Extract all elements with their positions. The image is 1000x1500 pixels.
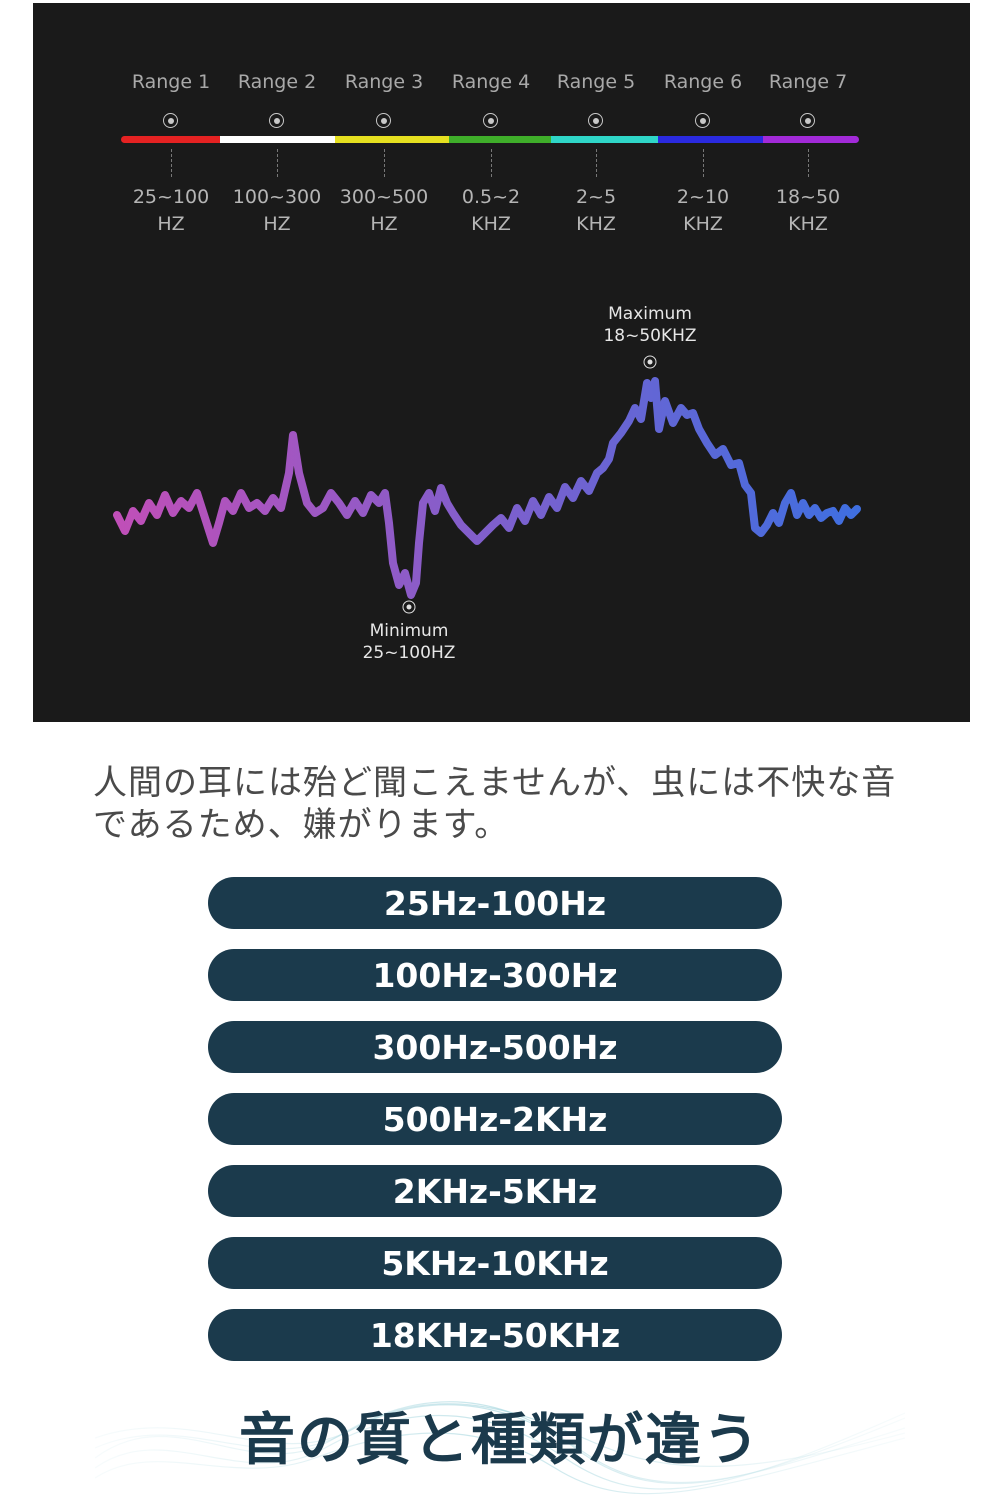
target-icon bbox=[376, 113, 391, 128]
footer-title: 音の質と種類が違う bbox=[239, 1408, 761, 1473]
range-label: Range 6 bbox=[663, 71, 743, 93]
spectrum-segment-2 bbox=[220, 136, 335, 143]
range-unit: HZ bbox=[370, 213, 398, 235]
frequency-panel: Range 1 25~100 HZ Range 2 100~300 HZ Range 3 30… bbox=[33, 3, 970, 722]
range-unit: KHZ bbox=[576, 213, 616, 235]
range-label: Range 1 bbox=[131, 71, 211, 93]
spectrum-segment-1 bbox=[121, 136, 220, 143]
maximum-value: 18~50KHZ bbox=[603, 326, 697, 346]
tick-line bbox=[277, 149, 278, 177]
range-column-1: Range 1 25~100 HZ bbox=[116, 3, 226, 243]
tick-line bbox=[596, 149, 597, 177]
range-column-6: Range 6 2~10 KHZ bbox=[648, 3, 758, 243]
frequency-wave bbox=[113, 377, 861, 599]
range-label: Range 3 bbox=[344, 71, 424, 93]
range-frequency: 100~300 bbox=[232, 186, 322, 208]
tick-line bbox=[808, 149, 809, 177]
target-icon bbox=[163, 113, 178, 128]
frequency-band-pill: 25Hz-100Hz bbox=[208, 877, 782, 929]
range-label: Range 2 bbox=[237, 71, 317, 93]
range-unit: HZ bbox=[263, 213, 291, 235]
wave-line bbox=[113, 377, 861, 599]
spectrum-segment-7 bbox=[763, 136, 859, 143]
range-unit: KHZ bbox=[788, 213, 828, 235]
range-column-4: Range 4 0.5~2 KHZ bbox=[436, 3, 546, 243]
range-unit: KHZ bbox=[683, 213, 723, 235]
range-column-7: Range 7 18~50 KHZ bbox=[753, 3, 863, 243]
range-column-5: Range 5 2~5 KHZ bbox=[541, 3, 651, 243]
target-icon bbox=[483, 113, 498, 128]
minimum-value: 25~100HZ bbox=[362, 643, 456, 663]
frequency-band-pill: 18KHz-50KHz bbox=[208, 1309, 782, 1361]
frequency-band-pill: 2KHz-5KHz bbox=[208, 1165, 782, 1217]
range-frequency: 2~5 bbox=[575, 186, 617, 208]
target-icon bbox=[588, 113, 603, 128]
range-label: Range 4 bbox=[451, 71, 531, 93]
tick-line bbox=[491, 149, 492, 177]
wave-decoration bbox=[95, 1401, 905, 1495]
tick-line bbox=[384, 149, 385, 177]
target-icon bbox=[695, 113, 710, 128]
range-frequency: 2~10 bbox=[676, 186, 730, 208]
spectrum-segment-4 bbox=[449, 136, 551, 143]
tick-line bbox=[703, 149, 704, 177]
description-text: 人間の耳には殆ど聞こえませんが、虫には不快な音であるため、嫌がります。 bbox=[93, 763, 897, 845]
range-frequency: 0.5~2 bbox=[461, 186, 521, 208]
maximum-target-icon bbox=[643, 355, 657, 369]
maximum-title: Maximum bbox=[608, 304, 692, 324]
range-frequency: 18~50 bbox=[775, 186, 841, 208]
range-frequency: 25~100 bbox=[132, 186, 210, 208]
spectrum-segment-5 bbox=[551, 136, 658, 143]
frequency-band-pill: 500Hz-2KHz bbox=[208, 1093, 782, 1145]
tick-line bbox=[171, 149, 172, 177]
frequency-band-pill: 5KHz-10KHz bbox=[208, 1237, 782, 1289]
target-icon bbox=[800, 113, 815, 128]
range-column-3: Range 3 300~500 HZ bbox=[329, 3, 439, 243]
spectrum-segment-3 bbox=[335, 136, 449, 143]
frequency-band-pill: 300Hz-500Hz bbox=[208, 1021, 782, 1073]
range-label: Range 5 bbox=[556, 71, 636, 93]
range-label: Range 7 bbox=[768, 71, 848, 93]
minimum-target-icon bbox=[402, 600, 416, 614]
range-unit: KHZ bbox=[471, 213, 511, 235]
maximum-label: Maximum 18~50KHZ bbox=[603, 303, 696, 347]
range-frequency: 300~500 bbox=[339, 186, 429, 208]
range-unit: HZ bbox=[157, 213, 185, 235]
spectrum-segment-6 bbox=[658, 136, 763, 143]
minimum-title: Minimum bbox=[369, 621, 449, 641]
minimum-label: Minimum 25~100HZ bbox=[363, 620, 456, 664]
frequency-band-pill: 100Hz-300Hz bbox=[208, 949, 782, 1001]
range-column-2: Range 2 100~300 HZ bbox=[222, 3, 332, 243]
target-icon bbox=[269, 113, 284, 128]
